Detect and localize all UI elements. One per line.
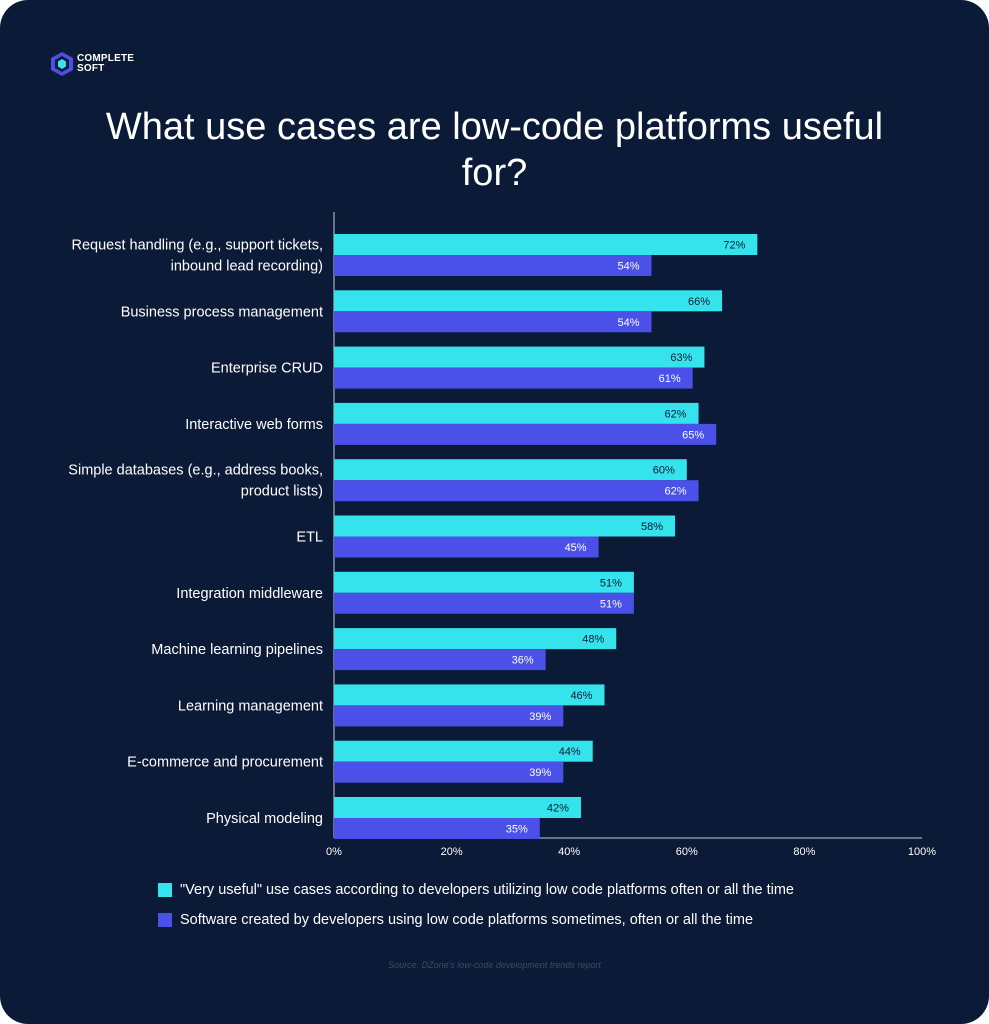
brand-logo: COMPLETE SOFT (50, 51, 134, 77)
bar-value-label: 45% (565, 542, 587, 554)
bar-software-created (334, 649, 546, 671)
category-label: product lists) (241, 484, 323, 500)
category-label: Enterprise CRUD (211, 361, 323, 377)
bar-very-useful (334, 234, 758, 255)
bar-very-useful (334, 459, 687, 481)
bar-very-useful (334, 290, 723, 312)
category-label: ETL (296, 530, 323, 546)
x-tick-label: 100% (908, 846, 936, 858)
category-label: Machine learning pipelines (151, 642, 323, 658)
bar-very-useful (334, 346, 705, 368)
bar-very-useful (334, 515, 676, 537)
bar-value-label: 51% (600, 598, 622, 610)
legend-item-software-created: Software created by developers using low… (158, 910, 794, 930)
bar-software-created (334, 367, 693, 389)
bar-value-label: 65% (682, 429, 704, 441)
bar-very-useful (334, 684, 605, 706)
bar-value-label: 36% (512, 655, 534, 667)
legend-label-software-created: Software created by developers using low… (180, 912, 754, 928)
bar-very-useful (334, 740, 593, 762)
bar-software-created (334, 255, 652, 276)
source-note: Source: DZone's low-code development tre… (388, 960, 601, 970)
brand-name: COMPLETE SOFT (77, 54, 134, 74)
bar-value-label: 46% (570, 690, 592, 702)
chart-legend: "Very useful" use cases according to dev… (158, 880, 794, 940)
category-label: Physical modeling (206, 811, 323, 827)
bar-value-label: 39% (529, 767, 551, 779)
bar-software-created (334, 761, 564, 783)
bar-very-useful (334, 797, 581, 818)
bar-value-label: 61% (659, 373, 681, 385)
bar-value-label: 72% (723, 240, 745, 252)
bar-value-label: 39% (529, 711, 551, 723)
bar-chart: 72% 54% Request handling (e.g., support ti… (68, 212, 936, 858)
bar-value-label: 51% (600, 577, 622, 589)
bar-software-created (334, 536, 599, 558)
x-tick-label: 40% (558, 846, 580, 858)
bar-value-label: 35% (506, 824, 528, 836)
bar-value-label: 48% (582, 634, 604, 646)
category-label: Business process management (121, 304, 323, 320)
bar-value-label: 44% (559, 746, 581, 758)
legend-item-very-useful: "Very useful" use cases according to dev… (158, 880, 794, 900)
legend-label-very-useful: "Very useful" use cases according to dev… (180, 882, 794, 898)
legend-swatch-very-useful (158, 883, 172, 897)
bar-value-label: 54% (617, 317, 639, 329)
category-label: E-commerce and procurement (127, 755, 323, 771)
category-label: Interactive web forms (185, 417, 323, 433)
x-tick-label: 60% (676, 846, 698, 858)
bar-software-created (334, 480, 699, 502)
bar-software-created (334, 311, 652, 333)
bar-software-created (334, 592, 634, 614)
bar-value-label: 63% (670, 352, 692, 364)
x-tick-label: 80% (793, 846, 815, 858)
brand-logo-icon (51, 52, 73, 76)
x-tick-label: 20% (441, 846, 463, 858)
bar-value-label: 42% (547, 803, 569, 815)
brand-name-line1: COMPLETE (77, 53, 135, 64)
category-label: Learning management (178, 698, 323, 714)
category-label: Simple databases (e.g., address books, (68, 463, 323, 479)
category-label: inbound lead recording) (171, 259, 323, 275)
brand-name-line2: SOFT (77, 63, 105, 74)
x-tick-label: 0% (326, 846, 342, 858)
bar-very-useful (334, 402, 699, 424)
chart-title: What use cases are low-code platforms us… (105, 106, 884, 194)
category-label: Integration middleware (176, 586, 323, 602)
bar-very-useful (334, 571, 634, 593)
bar-very-useful (334, 628, 617, 650)
bar-software-created (334, 705, 564, 727)
bar-value-label: 60% (653, 465, 675, 477)
legend-swatch-software-created (158, 913, 172, 927)
bar-software-created (334, 423, 717, 445)
bar-value-label: 66% (688, 296, 710, 308)
bar-software-created (334, 818, 540, 839)
bar-value-label: 62% (665, 486, 687, 498)
bar-value-label: 62% (665, 408, 687, 420)
bar-value-label: 58% (641, 521, 663, 533)
bar-value-label: 54% (617, 261, 639, 273)
category-label: Request handling (e.g., support tickets, (72, 238, 323, 254)
